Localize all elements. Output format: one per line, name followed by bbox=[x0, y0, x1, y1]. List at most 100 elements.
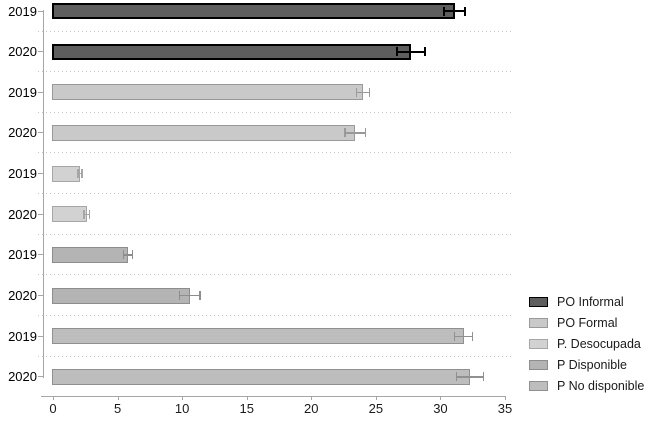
error-bar-cap bbox=[364, 128, 367, 138]
y-axis-tick bbox=[38, 295, 43, 297]
y-axis-tick bbox=[38, 51, 43, 53]
legend-label: P. Desocupada bbox=[557, 336, 641, 351]
x-axis-tick bbox=[117, 396, 119, 400]
row-separator-gridline bbox=[38, 152, 511, 154]
y-axis-label: 2020 bbox=[8, 44, 37, 60]
x-axis-tick-label: 0 bbox=[49, 401, 57, 416]
row-separator-gridline bbox=[38, 355, 511, 357]
y-axis-label: 2020 bbox=[8, 125, 37, 141]
error-bar-cap bbox=[122, 250, 124, 260]
legend-label: P Disponible bbox=[557, 357, 627, 372]
x-axis-tick-label: 15 bbox=[239, 401, 254, 416]
row-separator-gridline bbox=[38, 71, 511, 73]
error-bar-line bbox=[123, 254, 133, 256]
row-separator-gridline bbox=[38, 193, 511, 195]
error-bar-cap bbox=[453, 331, 456, 341]
row-separator-gridline bbox=[38, 111, 511, 113]
y-axis-line bbox=[43, 10, 44, 378]
bar bbox=[52, 328, 464, 345]
y-axis-label: 2019 bbox=[8, 84, 37, 100]
x-axis-tick bbox=[375, 396, 377, 400]
error-bar-line bbox=[83, 213, 90, 216]
y-axis-label: 2020 bbox=[8, 369, 37, 385]
error-bar-cap bbox=[77, 169, 79, 179]
error-bar-line bbox=[356, 91, 370, 94]
error-bar-cap bbox=[423, 47, 426, 57]
error-bar-line bbox=[179, 294, 201, 297]
row-separator-gridline bbox=[38, 30, 511, 32]
bar bbox=[52, 43, 411, 60]
legend-item: P. Desocupada bbox=[529, 333, 644, 354]
y-axis-tick bbox=[38, 10, 43, 12]
y-axis-tick bbox=[38, 335, 43, 337]
legend-label: P No disponible bbox=[557, 378, 645, 393]
x-axis-tick-label: 30 bbox=[433, 401, 448, 416]
x-axis-tick bbox=[311, 396, 313, 400]
bar bbox=[52, 206, 87, 223]
legend-item: P No disponible bbox=[529, 375, 644, 396]
x-axis-tick bbox=[53, 396, 54, 400]
x-axis-line bbox=[41, 396, 506, 397]
error-bar-cap bbox=[455, 372, 458, 382]
y-axis-label: 2019 bbox=[8, 3, 37, 19]
legend-swatch bbox=[529, 380, 548, 391]
error-bar-line bbox=[396, 50, 425, 53]
x-axis-tick-label: 35 bbox=[497, 401, 513, 416]
error-bar-cap bbox=[355, 87, 358, 97]
error-bar-cap bbox=[482, 372, 485, 382]
error-bar-cap bbox=[471, 331, 474, 341]
legend-label: PO Informal bbox=[557, 294, 624, 309]
x-axis-tick-label: 10 bbox=[174, 401, 190, 416]
legend-swatch bbox=[529, 338, 548, 349]
error-bar-cap bbox=[368, 87, 371, 97]
y-axis-label: 2020 bbox=[8, 206, 37, 222]
bar bbox=[52, 246, 128, 263]
row-separator-gridline bbox=[38, 274, 511, 276]
error-bar-line bbox=[456, 376, 484, 378]
legend-item: PO Formal bbox=[529, 312, 644, 333]
error-bar-line bbox=[78, 172, 83, 175]
legend-swatch bbox=[529, 359, 548, 370]
x-axis-tick-label: 20 bbox=[304, 401, 319, 416]
y-axis-tick bbox=[38, 132, 43, 134]
error-bar-cap bbox=[131, 250, 134, 260]
legend-item: P Disponible bbox=[529, 354, 644, 375]
x-axis-tick-label: 5 bbox=[113, 401, 122, 416]
x-axis-tick bbox=[182, 396, 184, 400]
error-bar-cap bbox=[395, 47, 398, 57]
legend-item: PO Informal bbox=[529, 291, 644, 312]
error-bar-cap bbox=[199, 291, 201, 301]
y-axis-label: 2019 bbox=[8, 247, 37, 263]
error-bar-line bbox=[444, 10, 465, 12]
error-bar-cap bbox=[88, 209, 91, 219]
x-axis-tick bbox=[246, 396, 248, 400]
legend-swatch bbox=[529, 296, 548, 307]
error-bar-cap bbox=[443, 6, 446, 16]
legend-swatch bbox=[529, 317, 548, 328]
y-axis-tick bbox=[38, 213, 43, 215]
x-axis-tick-label: 25 bbox=[368, 401, 384, 416]
y-axis-tick bbox=[38, 254, 43, 256]
bar bbox=[52, 124, 356, 141]
y-axis-tick bbox=[38, 376, 43, 378]
y-axis-tick bbox=[38, 173, 43, 175]
row-separator-gridline bbox=[38, 315, 511, 317]
y-axis-label: 2019 bbox=[8, 166, 37, 182]
y-axis-label: 2020 bbox=[8, 288, 37, 304]
bar bbox=[52, 84, 363, 101]
legend-label: PO Formal bbox=[557, 315, 618, 330]
error-bar-line bbox=[454, 335, 473, 338]
y-axis-label: 2019 bbox=[8, 328, 37, 344]
error-bar-cap bbox=[81, 169, 83, 179]
error-bar-cap bbox=[344, 128, 346, 138]
bar bbox=[52, 287, 190, 304]
legend: PO Informal PO Formal P. Desocupada P Dispo… bbox=[529, 291, 644, 396]
bar bbox=[52, 3, 455, 19]
error-bar-cap bbox=[83, 209, 85, 219]
error-bar-cap bbox=[178, 291, 181, 301]
error-bar-cap bbox=[463, 6, 466, 16]
x-axis-tick bbox=[505, 396, 506, 400]
bar bbox=[52, 368, 471, 385]
